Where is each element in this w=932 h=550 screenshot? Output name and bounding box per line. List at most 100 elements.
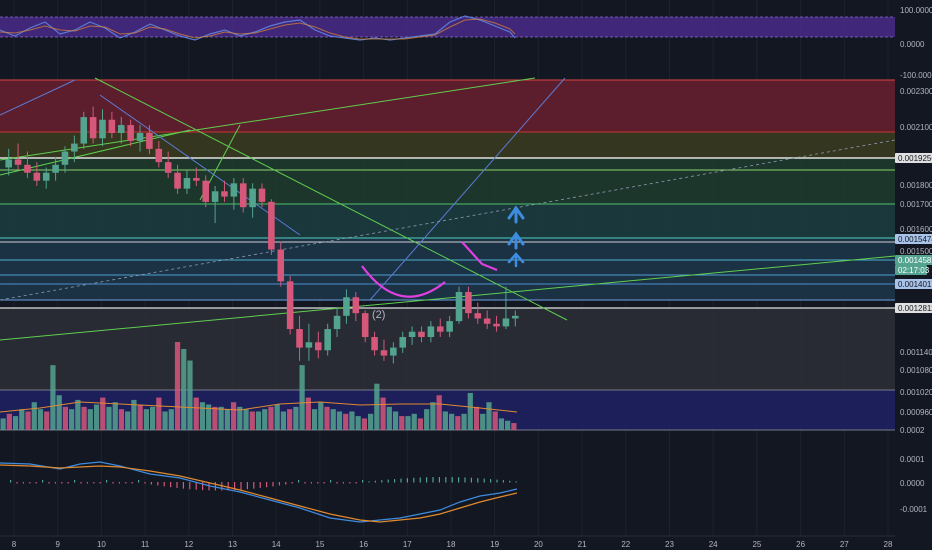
macd-histogram-bar xyxy=(458,477,460,483)
macd-histogram-bar xyxy=(368,481,370,483)
volume-bar xyxy=(0,418,6,430)
volume-bar xyxy=(255,411,262,430)
macd-histogram-bar xyxy=(202,482,204,491)
macd-histogram-bar xyxy=(336,482,338,484)
macd-histogram-bar xyxy=(176,482,178,488)
volume-bar xyxy=(368,413,374,430)
candle-body xyxy=(371,337,378,351)
candle-body xyxy=(455,291,463,322)
green-support-line xyxy=(0,255,896,341)
macd-histogram-bar xyxy=(349,482,351,484)
volume-bar xyxy=(274,404,280,430)
candle-body xyxy=(390,347,397,356)
volume-bar xyxy=(424,409,430,430)
candle-body xyxy=(361,313,369,338)
time-tick-label: 28 xyxy=(884,540,893,549)
macd-tick-label: 0.0000 xyxy=(900,479,925,488)
price-badge-label: 0.00154740 xyxy=(898,235,932,244)
dashed-projection-line xyxy=(0,139,896,301)
volume-bar xyxy=(361,418,368,430)
candle-body xyxy=(155,148,163,163)
candle-body xyxy=(211,191,219,202)
volume-bar xyxy=(436,395,442,430)
candle-body xyxy=(493,323,500,327)
volume-bar xyxy=(448,413,455,430)
volume-bar xyxy=(268,406,274,430)
volume-bar xyxy=(374,383,380,430)
volume-bar xyxy=(156,397,162,430)
volume-bar xyxy=(324,406,330,430)
candle-body xyxy=(258,188,266,202)
volume-bar xyxy=(131,399,137,430)
macd-histogram-bar xyxy=(291,482,293,484)
volume-bar xyxy=(505,420,511,430)
macd-histogram-bar xyxy=(304,482,306,484)
time-tick-label: 9 xyxy=(55,540,60,549)
candle-body xyxy=(324,329,331,351)
time-tick-label: 14 xyxy=(272,540,281,549)
macd-histogram-bar xyxy=(195,482,197,490)
price-tick-label: 0.00160000 xyxy=(900,225,932,234)
macd-histogram-bar xyxy=(445,477,447,483)
candle-body xyxy=(333,315,341,330)
volume-bar xyxy=(405,416,411,430)
volume-bar xyxy=(149,406,156,430)
macd-histogram-bar xyxy=(74,480,76,483)
time-tick-label: 20 xyxy=(534,540,543,549)
candle-body xyxy=(343,297,350,316)
volume-bar xyxy=(336,411,343,430)
time-tick-label: 22 xyxy=(621,540,630,549)
macd-histogram-bar xyxy=(138,480,140,483)
macd-histogram-bar xyxy=(496,479,498,483)
price-badge xyxy=(895,234,932,244)
macd-histogram-bar xyxy=(413,477,415,483)
volume-ma-line xyxy=(0,401,518,413)
macd-histogram-bar xyxy=(54,482,56,484)
macd-histogram-bar xyxy=(272,482,274,487)
volume-bar xyxy=(480,413,486,430)
macd-histogram-bar xyxy=(42,480,44,483)
macd-histogram-bar xyxy=(150,482,152,485)
macd-histogram-bar xyxy=(477,478,479,483)
macd-histogram-bar xyxy=(285,482,287,485)
price-tick-label: 0.00230000 xyxy=(900,87,932,96)
volume-bar xyxy=(498,418,505,430)
time-tick-label: 8 xyxy=(12,540,17,549)
macd-histogram-bar xyxy=(182,482,184,489)
volume-bar xyxy=(218,406,224,430)
volume-bar xyxy=(430,402,436,430)
candle-body xyxy=(99,119,106,139)
volume-bar xyxy=(118,409,125,430)
up-arrow-icon xyxy=(507,205,525,224)
time-axis[interactable]: 8 9 10 11 12 13 14 15 16 17 18 19 20 21 22 23 24 25 26 27 28 xyxy=(12,540,893,549)
volume-bar xyxy=(168,409,174,430)
macd-histogram-bar xyxy=(80,482,82,484)
volume-bar xyxy=(75,399,81,430)
volume-bar xyxy=(206,404,212,430)
macd-histogram-bar xyxy=(86,482,88,484)
volume-bar xyxy=(262,409,268,430)
price-badge xyxy=(895,279,932,289)
macd-histogram-bar xyxy=(490,479,492,483)
volume-bar xyxy=(330,409,336,430)
price-axis[interactable]: 100.0000 0.0000 -100.0000 0.00230000 0.00210… xyxy=(900,6,932,514)
candle-body xyxy=(399,337,407,348)
volume-bar xyxy=(106,406,112,430)
macd-histogram-bar xyxy=(317,482,319,484)
volume-bar xyxy=(243,409,249,430)
zone-red-top xyxy=(0,80,895,132)
candle-body xyxy=(108,119,116,133)
trendlines xyxy=(0,77,896,341)
macd-histogram-bar xyxy=(298,480,300,483)
price-badge xyxy=(895,153,932,163)
price-labels: 0.00192567 0.00154740 0.0014582202:17:03 0.… xyxy=(895,153,932,313)
volume-bar xyxy=(125,411,131,430)
zone-gray xyxy=(0,308,895,390)
candle-body xyxy=(239,183,247,208)
price-badge xyxy=(895,255,932,265)
oscillator-tick-label: 0.0000 xyxy=(900,40,925,49)
time-tick-label: 24 xyxy=(709,540,718,549)
volume-bar xyxy=(174,342,181,430)
volume-bar xyxy=(305,397,311,430)
